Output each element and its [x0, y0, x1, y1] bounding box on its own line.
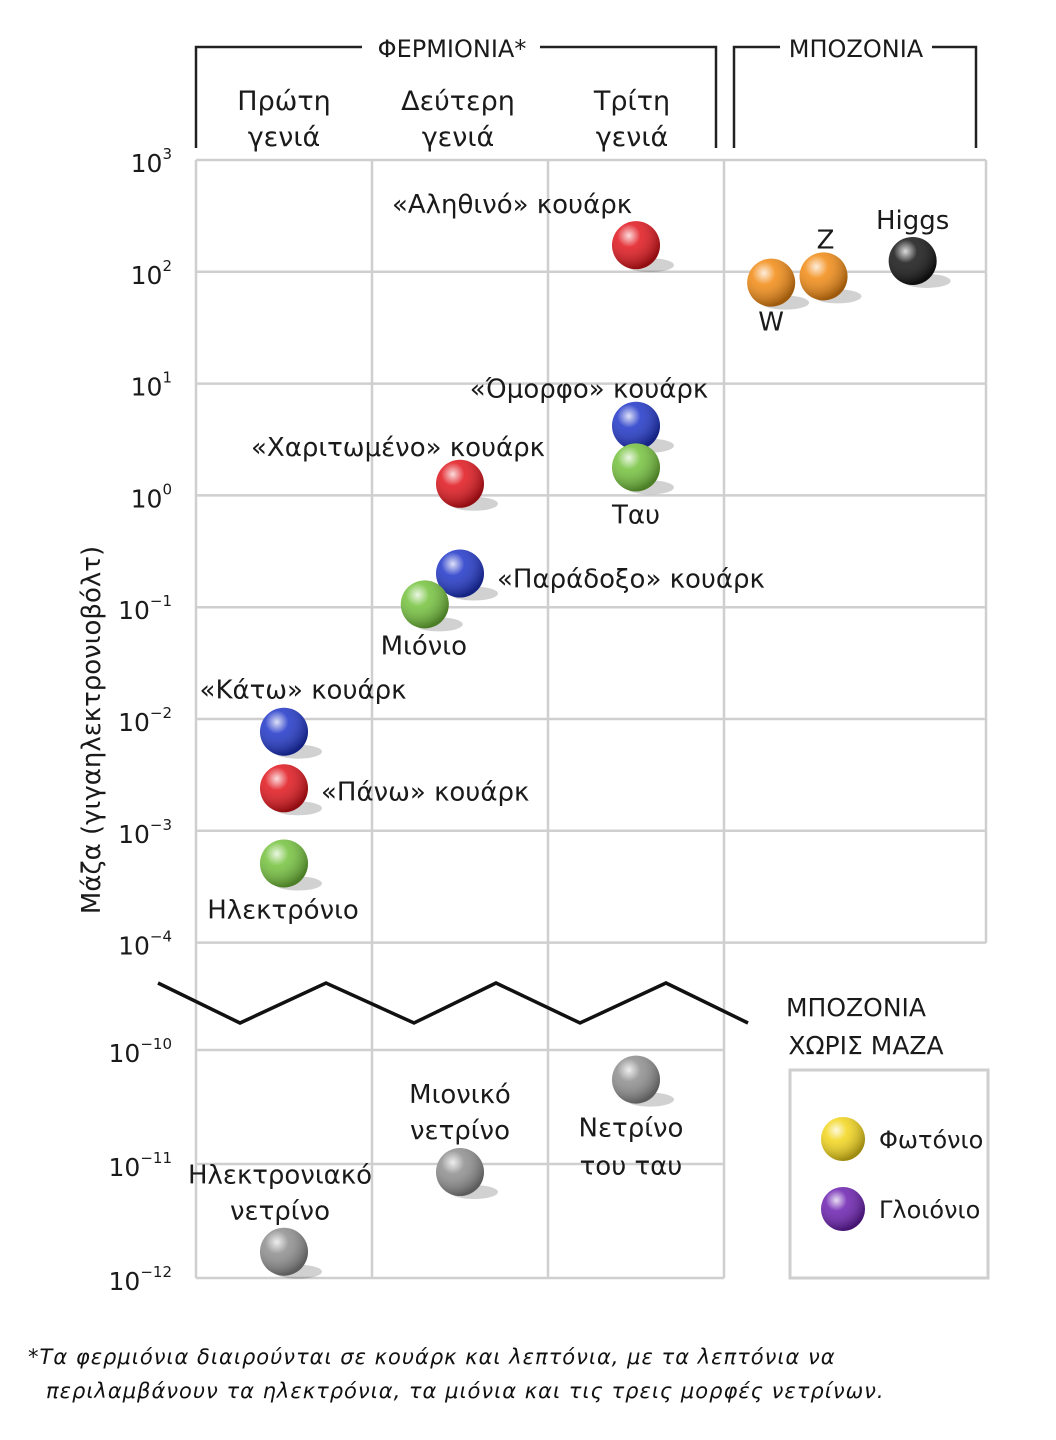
generation-3-line2: γενιά — [596, 122, 669, 153]
label-top-quark: «Αληθινό» κουάρκ — [392, 190, 632, 220]
y-tick-label-1: 102 — [131, 257, 172, 290]
massless-box — [788, 1068, 990, 1280]
point-tau-neutrino: Νετρίνο του ταυ — [579, 1055, 684, 1182]
label-charm-quark: «Χαριτωμένο» κουάρκ — [251, 433, 545, 463]
label-bottom-quark: «Όμορφο» κουάρκ — [470, 375, 708, 405]
generation-3-line1: Τρίτη — [593, 86, 670, 117]
label-muon-neutrino-line1: Μιονικό — [409, 1080, 511, 1110]
fermion-bracket-right — [540, 45, 718, 148]
point-up-quark: «Πάνω» κουάρκ — [260, 764, 529, 816]
point-strange-quark: «Παράδοξο» κουάρκ — [436, 549, 765, 601]
point-higgs: Higgs — [876, 206, 951, 288]
data-points: «Αληθινό» κουάρκ Higgs Z W «Όμορφο» κουάρκ Τα… — [188, 190, 951, 1279]
point-bottom-quark: «Όμορφο» κουάρκ — [470, 375, 708, 453]
point-muon-neutrino: Μιονικό νετρίνο — [409, 1080, 511, 1200]
marker-shine-down-quark — [260, 707, 308, 756]
massless-item-0: Φωτόνιο — [821, 1117, 983, 1161]
generation-2-line1: Δεύτερη — [401, 86, 515, 117]
marker-shine-tau — [612, 443, 660, 492]
point-tau: Ταυ — [611, 443, 674, 530]
marker-shine-bottom-quark — [612, 401, 660, 450]
massless-marker-shine-1 — [821, 1187, 865, 1231]
marker-shine-electron-neutrino — [260, 1227, 308, 1276]
y-tick-label-7: 10−4 — [118, 928, 172, 961]
massless-label-0: Φωτόνιο — [879, 1126, 983, 1154]
point-electron-neutrino: Ηλεκτρονιακό νετρίνο — [188, 1161, 372, 1279]
y-tick-label-4: 10−1 — [118, 592, 172, 625]
bosons-heading: ΜΠΟΖΟΝΙΑ — [789, 35, 924, 63]
marker-shine-muon — [400, 580, 449, 629]
fermion-bracket-left — [194, 45, 362, 148]
label-down-quark: «Κάτω» κουάρκ — [200, 676, 407, 706]
axis-break-zigzag — [157, 981, 749, 1025]
label-z-boson: Z — [817, 225, 835, 255]
point-top-quark: «Αληθινό» κουάρκ — [392, 190, 674, 273]
y-tick-label-0: 103 — [131, 145, 172, 178]
marker-shine-top-quark — [612, 221, 660, 270]
label-tau: Ταυ — [611, 500, 660, 530]
y-tick-label-6: 10−3 — [118, 816, 172, 849]
label-electron-neutrino-line2: νετρίνο — [230, 1197, 330, 1227]
chart-header: ΦΕΡΜΙΟΝΙΑ* ΜΠΟΖΟΝΙΑ Πρώτη γενιά Δεύτερη … — [194, 35, 978, 153]
y-tick-label-5: 10−2 — [118, 704, 172, 737]
massless-bosons: ΜΠΟΖΟΝΙΑ ΧΩΡΙΣ ΜΑΖΑ Φωτόνιο Γλοιόνιο — [786, 993, 990, 1280]
label-muon-neutrino-line2: νετρίνο — [410, 1116, 510, 1146]
label-higgs: Higgs — [876, 206, 949, 236]
y-tick-label-9: 10−11 — [109, 1149, 172, 1182]
marker-shine-up-quark — [260, 764, 308, 813]
label-tau-neutrino-line1: Νετρίνο — [579, 1114, 684, 1144]
point-charm-quark: «Χαριτωμένο» κουάρκ — [251, 433, 545, 511]
label-tau-neutrino-line2: του ταυ — [580, 1152, 683, 1182]
point-w-boson: W — [747, 258, 810, 338]
marker-shine-electron — [260, 839, 308, 888]
massless-title-line2: ΧΩΡΙΣ ΜΑΖΑ — [788, 1031, 943, 1060]
chart-svg: ΦΕΡΜΙΟΝΙΑ* ΜΠΟΖΟΝΙΑ Πρώτη γενιά Δεύτερη … — [77, 35, 990, 1296]
upper-panel — [196, 160, 986, 943]
marker-shine-strange-quark — [436, 549, 484, 598]
y-axis-label: Μάζα (γιγαηλεκτρονιοβόλτ) — [77, 546, 107, 914]
point-z-boson: Z — [799, 225, 862, 304]
massless-label-1: Γλοιόνιο — [879, 1196, 980, 1224]
label-strange-quark: «Παράδοξο» κουάρκ — [497, 565, 765, 595]
generation-1-line2: γενιά — [248, 122, 321, 153]
y-tick-label-3: 100 — [131, 480, 172, 513]
generation-1-line1: Πρώτη — [237, 86, 330, 117]
label-up-quark: «Πάνω» κουάρκ — [321, 777, 529, 807]
marker-shine-z-boson — [799, 252, 848, 301]
y-tick-label-10: 10−12 — [109, 1263, 172, 1296]
y-tick-label-2: 101 — [131, 369, 172, 402]
footnote-line2: περιλαμβάνουν τα ηλεκτρόνια, τα μιόνια κ… — [46, 1379, 885, 1403]
label-electron: Ηλεκτρόνιο — [207, 895, 359, 925]
label-electron-neutrino-line1: Ηλεκτρονιακό — [188, 1161, 372, 1191]
label-w-boson: W — [758, 308, 784, 338]
boson-bracket-left — [732, 45, 780, 148]
footnote-line1: *Τα φερμιόνια διαιρούνται σε κουάρκ και … — [28, 1345, 836, 1369]
generation-2-line2: γενιά — [422, 122, 495, 153]
marker-shine-charm-quark — [436, 459, 484, 508]
marker-shine-muon-neutrino — [436, 1148, 484, 1197]
point-muon: Μιόνιο — [381, 580, 467, 661]
boson-bracket-right — [932, 45, 978, 148]
marker-shine-w-boson — [747, 258, 796, 307]
point-down-quark: «Κάτω» κουάρκ — [200, 676, 407, 759]
massless-marker-shine-0 — [821, 1117, 865, 1161]
fermions-heading: ΦΕΡΜΙΟΝΙΑ* — [378, 35, 527, 63]
marker-shine-higgs — [888, 236, 937, 285]
massless-item-1: Γλοιόνιο — [821, 1187, 980, 1231]
footnote: *Τα φερμιόνια διαιρούνται σε κουάρκ και … — [28, 1340, 1038, 1408]
y-axis-ticks: 103 102 101 100 10−1 10−2 10−3 10−4 10−10 10−11 10… — [109, 145, 172, 1296]
y-tick-label-8: 10−10 — [109, 1035, 172, 1068]
label-muon: Μιόνιο — [381, 631, 467, 661]
marker-shine-tau-neutrino — [612, 1055, 660, 1104]
point-electron: Ηλεκτρόνιο — [207, 839, 359, 925]
massless-title-line1: ΜΠΟΖΟΝΙΑ — [786, 993, 926, 1022]
